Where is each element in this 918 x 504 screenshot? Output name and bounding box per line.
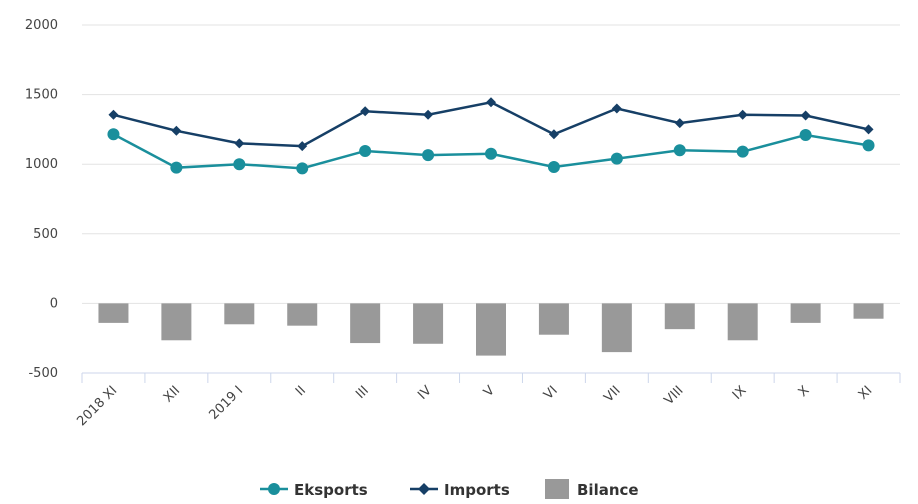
eksports-point bbox=[233, 158, 246, 171]
bilance-bar bbox=[413, 303, 444, 344]
x-tick-label: II bbox=[293, 383, 309, 399]
imports-point bbox=[234, 138, 245, 149]
imports-point bbox=[108, 109, 119, 120]
y-tick-label: -500 bbox=[28, 366, 58, 381]
imports-point bbox=[800, 110, 811, 121]
bilance-bar bbox=[224, 303, 255, 325]
imports-point bbox=[171, 125, 182, 136]
eksports-point bbox=[547, 160, 560, 173]
x-axis: 2018 XI XII 2019 I II III IV V VI VII VIII IX X XI bbox=[74, 372, 901, 429]
eksports-point bbox=[736, 145, 749, 158]
y-tick-label: 1500 bbox=[25, 88, 58, 103]
x-tick-label: XI bbox=[856, 383, 876, 403]
x-tick-label: IV bbox=[415, 383, 435, 403]
bilance-bar bbox=[790, 303, 821, 323]
imports-point bbox=[423, 109, 434, 120]
x-tick-label: 2019 I bbox=[206, 383, 246, 423]
imports-point bbox=[611, 103, 622, 114]
bilance-bar bbox=[350, 303, 381, 344]
bilance-bar bbox=[161, 303, 192, 341]
legend-label-imports: Imports bbox=[444, 481, 510, 499]
y-tick-label: 500 bbox=[33, 227, 58, 242]
x-tick-label: 2018 XI bbox=[74, 383, 120, 429]
eksports-point bbox=[862, 139, 875, 152]
bilance-bar bbox=[476, 303, 506, 356]
imports-point bbox=[863, 124, 874, 135]
bilance-bar bbox=[727, 303, 758, 341]
imports-line bbox=[113, 100, 869, 148]
bilance-bars bbox=[98, 303, 884, 356]
legend-item-imports[interactable]: Imports bbox=[410, 481, 510, 499]
eksports-point bbox=[610, 152, 623, 165]
eksports-point bbox=[170, 161, 183, 174]
grid-lines bbox=[82, 24, 900, 304]
legend-swatch-bilance bbox=[545, 479, 569, 499]
legend-marker-eksports bbox=[268, 483, 280, 495]
eksports-point bbox=[799, 128, 812, 141]
x-tick-label: VI bbox=[541, 383, 561, 403]
bilance-bar bbox=[98, 303, 129, 323]
legend-item-bilance[interactable]: Bilance bbox=[545, 479, 639, 499]
x-tick-label: VIII bbox=[662, 383, 687, 408]
y-tick-label: 1000 bbox=[25, 157, 58, 172]
eksports-point bbox=[673, 144, 686, 157]
x-tick-label: V bbox=[481, 383, 498, 400]
imports-point bbox=[360, 106, 371, 117]
y-axis: -500 0 500 1000 1500 2000 bbox=[25, 18, 58, 381]
series-lines bbox=[107, 97, 875, 175]
eksports-point bbox=[422, 149, 435, 162]
legend-marker-imports bbox=[418, 483, 430, 495]
imports-point bbox=[297, 141, 308, 152]
eksports-point bbox=[296, 162, 309, 175]
bilance-bar bbox=[601, 303, 632, 353]
x-tick-label: XII bbox=[161, 383, 183, 405]
x-tick-label: VII bbox=[601, 383, 623, 405]
legend-label-bilance: Bilance bbox=[577, 481, 639, 499]
x-tick-label: III bbox=[353, 383, 372, 402]
eksports-point bbox=[359, 144, 372, 157]
legend[interactable]: Eksports Imports Bilance bbox=[260, 479, 639, 499]
imports-point bbox=[737, 109, 748, 120]
imports-point bbox=[548, 129, 559, 140]
imports-point bbox=[486, 97, 496, 108]
y-tick-label: 0 bbox=[50, 296, 58, 311]
legend-item-eksports[interactable]: Eksports bbox=[260, 481, 368, 499]
x-tick-label: IX bbox=[730, 383, 750, 403]
x-tick-label: X bbox=[796, 383, 813, 400]
eksports-point bbox=[107, 128, 120, 141]
legend-label-eksports: Eksports bbox=[294, 481, 368, 499]
imports-point bbox=[674, 118, 685, 129]
bilance-bar bbox=[664, 303, 695, 330]
bilance-bar bbox=[287, 303, 318, 326]
bilance-bar bbox=[538, 303, 569, 335]
y-tick-label: 2000 bbox=[25, 18, 58, 33]
eksports-point bbox=[485, 147, 497, 160]
bilance-bar bbox=[853, 303, 884, 319]
